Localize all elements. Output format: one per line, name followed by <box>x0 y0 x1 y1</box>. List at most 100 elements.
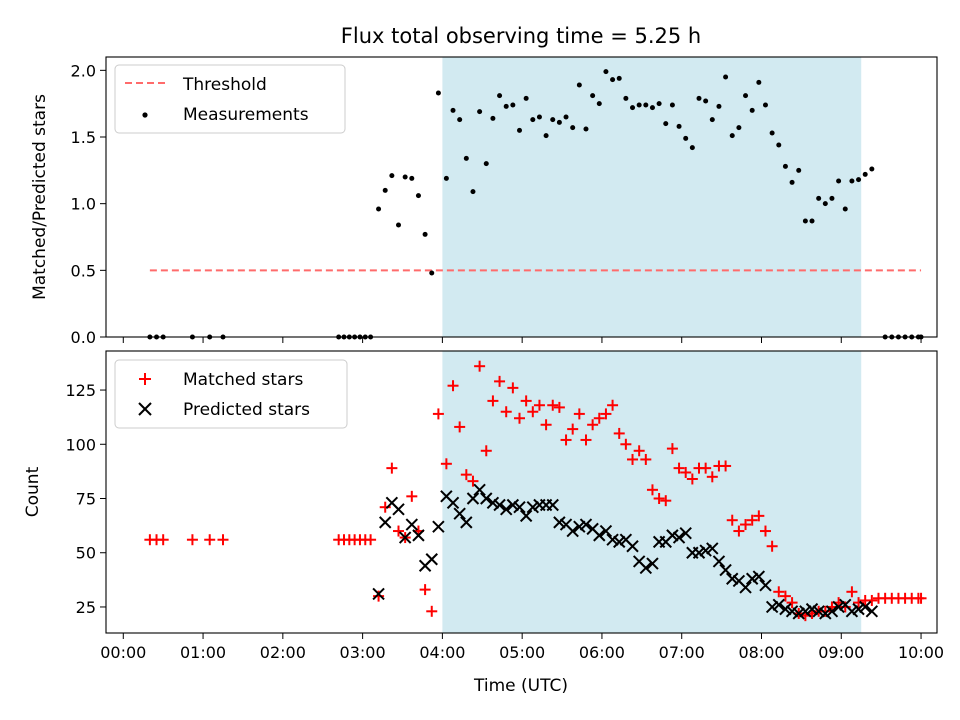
predicted-stars-points <box>372 483 879 620</box>
matched-star-point <box>866 594 878 606</box>
matched-star-point <box>593 412 605 424</box>
predicted-legend-swatch <box>138 402 152 416</box>
predicted-star-point <box>858 600 872 614</box>
measurement-point <box>530 117 536 123</box>
top-legend: Threshold Measurements <box>114 64 346 134</box>
measurement-point <box>836 178 842 184</box>
measurement-point <box>543 133 549 139</box>
predicted-star-point <box>613 535 626 549</box>
threshold-legend-label: Threshold <box>182 75 267 95</box>
matched-star-point <box>613 427 625 439</box>
measurement-point <box>656 101 662 107</box>
measurement-point <box>550 117 556 123</box>
matched-star-point <box>553 401 565 413</box>
predicted-star-point <box>745 572 759 585</box>
predicted-star-point <box>460 516 473 529</box>
predicted-star-point <box>579 518 593 531</box>
predicted-star-point <box>466 492 480 505</box>
y-tick-label: 2.0 <box>71 61 96 80</box>
matched-star-point <box>620 438 632 450</box>
bottom-panel-frame <box>105 350 938 634</box>
measurement-point <box>576 82 582 88</box>
matched-star-point <box>440 458 452 470</box>
x-tick-label: 02:00 <box>260 643 306 662</box>
y-tick-label: 125 <box>65 381 96 400</box>
matched-star-point <box>426 605 438 617</box>
matched-star-point <box>686 473 698 485</box>
matched-star-point <box>500 406 512 418</box>
matched-star-point <box>560 434 572 446</box>
measurement-point <box>556 119 562 125</box>
predicted-star-point <box>519 509 533 523</box>
matched-star-point <box>786 597 798 609</box>
matched-star-point <box>157 534 169 546</box>
matched-star-point <box>467 475 479 487</box>
measurement-point <box>376 206 382 212</box>
bottom-legend-box <box>114 359 348 429</box>
measurement-point <box>649 105 655 111</box>
x-tick-label: 09:00 <box>818 643 864 662</box>
measurement-point <box>809 218 815 224</box>
measurement-point <box>563 114 569 120</box>
predicted-star-point <box>553 516 566 529</box>
matched-star-point <box>666 443 678 455</box>
measurements-legend-label: Measurements <box>183 105 309 125</box>
top-panel-frame <box>105 56 938 338</box>
predicted-star-point <box>453 507 466 520</box>
x-tick-label: 01:00 <box>180 643 226 662</box>
predicted-star-point <box>785 605 799 618</box>
matched-star-point <box>720 460 732 472</box>
measurement-point <box>856 177 862 183</box>
measurement-point <box>409 175 415 181</box>
predicted-star-point <box>672 531 686 544</box>
x-tick-label: 00:00 <box>100 643 146 662</box>
measurement-point <box>603 69 609 75</box>
measurement-point <box>716 103 722 109</box>
top-legend-box <box>114 64 346 134</box>
measurement-point <box>822 201 828 207</box>
predicted-star-point <box>379 516 392 529</box>
matched-star-point <box>779 590 791 602</box>
matched-star-point <box>533 399 545 411</box>
predicted-star-point <box>392 503 405 516</box>
measurement-point <box>669 102 675 108</box>
predicted-star-point <box>819 607 832 620</box>
predicted-star-point <box>712 555 726 568</box>
x-tick-label: 08:00 <box>738 643 784 662</box>
predicted-star-point <box>792 607 805 620</box>
measurement-point <box>536 114 542 120</box>
measurement-point <box>483 161 489 167</box>
predicted-star-point <box>805 602 819 616</box>
matched-star-point <box>379 501 391 513</box>
measurement-point <box>862 171 868 177</box>
measurement-point <box>796 167 802 173</box>
predicted-star-point <box>446 496 460 510</box>
matched-star-point <box>386 462 398 474</box>
predicted-star-point <box>799 605 812 618</box>
measurement-point <box>709 117 715 123</box>
predicted-star-point <box>480 492 493 505</box>
matched-star-point <box>547 399 559 411</box>
predicted-star-point <box>726 572 739 585</box>
matched-star-point <box>365 534 377 546</box>
y-tick-label: 100 <box>65 435 96 454</box>
measurement-point <box>463 155 469 161</box>
measurement-point <box>723 74 729 80</box>
measurement-point <box>849 178 855 184</box>
measurement-point <box>610 77 616 83</box>
matched-star-point <box>419 584 431 596</box>
predicted-star-point <box>845 605 859 618</box>
matched-star-point <box>915 592 927 604</box>
matched-star-point <box>460 469 472 481</box>
measurement-point <box>703 98 709 104</box>
predicted-star-point <box>513 500 526 514</box>
x-axis-ticks-bottom: 00:00 01:00 02:00 03:00 04:00 05:00 06:00 07:00… <box>100 633 944 662</box>
measurement-point <box>382 187 388 193</box>
predicted-star-point <box>425 553 438 566</box>
matched-star-point <box>393 525 405 537</box>
predicted-star-point <box>546 498 559 512</box>
measurement-point <box>429 270 435 276</box>
y-tick-label: 25 <box>76 598 96 617</box>
y-tick-label: 1.5 <box>71 128 96 147</box>
matched-stars-points <box>144 360 927 622</box>
